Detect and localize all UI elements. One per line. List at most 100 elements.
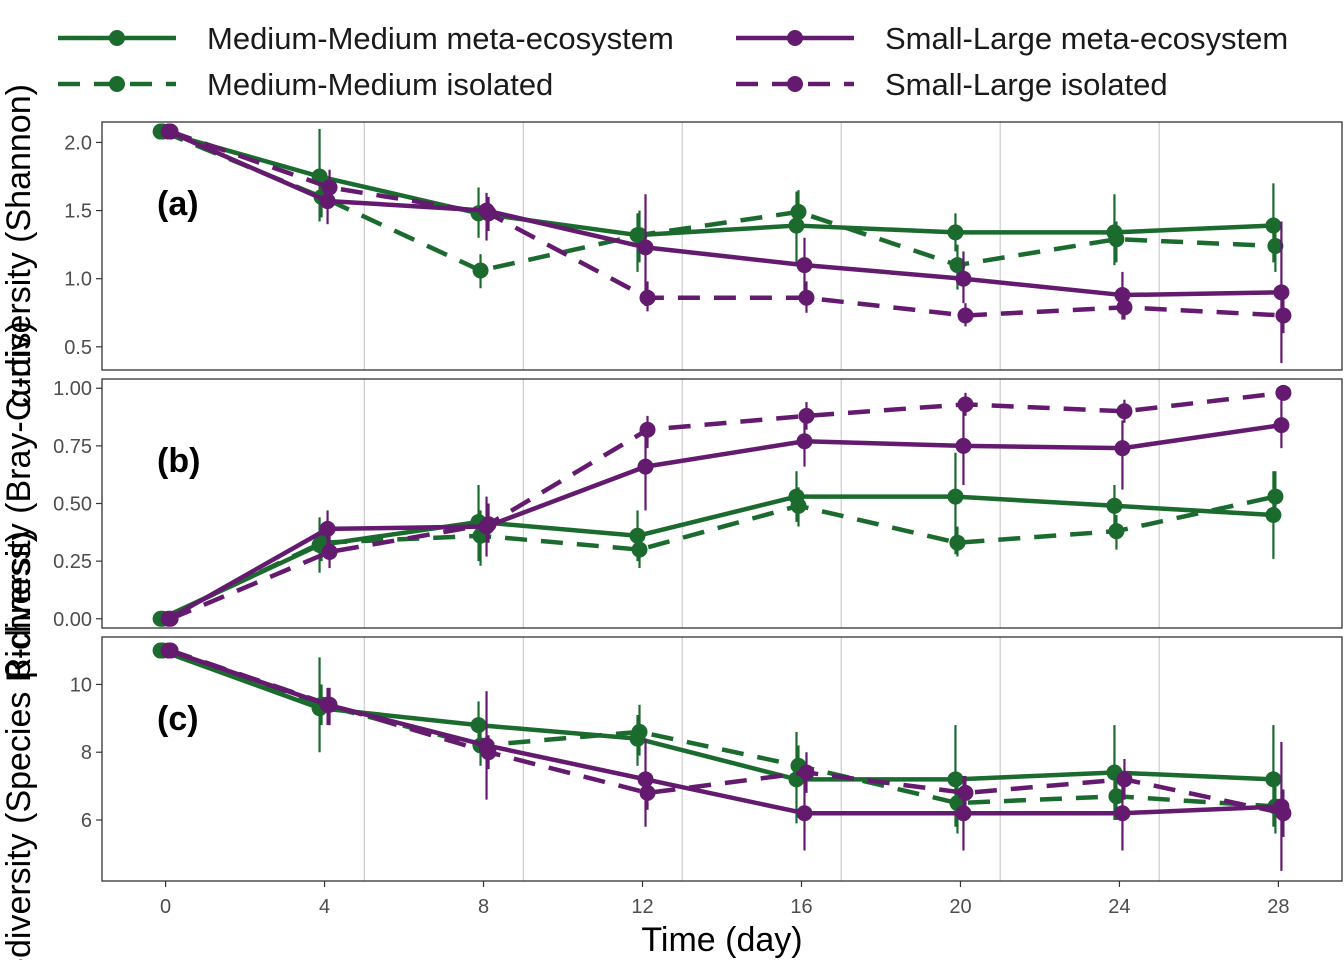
series-line <box>169 390 1284 621</box>
series-line <box>159 129 1274 238</box>
data-point <box>949 257 966 274</box>
y-tick-label: 10 <box>70 674 92 696</box>
y-tick-label: 0.5 <box>64 337 92 359</box>
data-point <box>790 497 807 514</box>
legend-label-sl-iso: Small-Large isolated <box>885 67 1168 102</box>
data-point <box>1275 805 1292 822</box>
data-point <box>957 396 974 413</box>
y-tick-label: 6 <box>81 810 92 832</box>
data-point <box>1267 238 1284 254</box>
x-tick-label: 0 <box>160 896 171 918</box>
panel-label: (a) <box>157 185 199 223</box>
data-point <box>796 805 813 822</box>
y-tick-label: 0.50 <box>53 494 92 516</box>
x-tick-label: 12 <box>631 896 653 918</box>
chart-panels: 0.5 1.0 1.5 2.0 (a) 0.00 0.25 0.50 0.75 1.00 (b) 6 8… <box>53 121 1343 918</box>
series-line <box>161 494 1276 621</box>
data-point <box>1265 217 1282 234</box>
data-point <box>798 764 815 781</box>
data-point <box>321 179 338 196</box>
data-point <box>947 771 964 788</box>
y-tick-label: 1.0 <box>64 269 92 291</box>
panel-a: 0.5 1.0 1.5 2.0 (a) <box>64 121 1343 371</box>
data-point <box>796 257 813 274</box>
data-point <box>1106 497 1123 514</box>
data-point <box>631 723 648 740</box>
y-tick-label: 0.00 <box>53 609 92 631</box>
panel-frame <box>101 121 1343 371</box>
data-point <box>955 270 972 287</box>
panel-frame <box>101 636 1343 882</box>
data-point <box>480 205 497 222</box>
x-axis-title: Time (day) <box>641 921 802 959</box>
data-point <box>480 744 497 761</box>
legend-entry-mm-meta: Medium-Medium meta-ecosystem <box>58 21 674 56</box>
y-tick-label: 0.25 <box>53 551 92 573</box>
series-sl-iso <box>162 384 1292 627</box>
data-point <box>1114 805 1131 822</box>
data-point <box>1116 771 1133 788</box>
data-point <box>1267 488 1284 505</box>
y-axis-title-b: β-diversity (Bray-Curtis) <box>0 321 38 679</box>
data-point <box>162 123 179 140</box>
series-line <box>161 129 1276 273</box>
panel-frame <box>101 378 1343 629</box>
y-axis-titles: α-diversity (Shannon)β-diversity (Bray-C… <box>0 84 38 960</box>
data-point <box>480 516 497 533</box>
y-tick-label: 0.75 <box>53 436 92 458</box>
data-point <box>957 784 974 801</box>
data-point <box>1114 440 1131 457</box>
series-group <box>152 642 1292 871</box>
data-point <box>788 217 805 234</box>
data-point <box>796 433 813 450</box>
series-line <box>167 129 1282 298</box>
data-point <box>639 421 656 438</box>
y-tick-label: 1.5 <box>64 201 92 223</box>
legend-marker-mm-iso <box>109 76 125 92</box>
data-point <box>790 203 807 220</box>
legend-marker-sl-meta <box>787 30 803 46</box>
data-point <box>1116 299 1133 316</box>
data-point <box>629 527 646 544</box>
panel-label: (c) <box>157 700 199 738</box>
y-tick-label: 2.0 <box>64 132 92 154</box>
data-point <box>637 458 654 475</box>
data-point <box>631 541 648 558</box>
data-point <box>949 534 966 551</box>
x-tick-label: 20 <box>949 896 971 918</box>
data-point <box>319 193 336 210</box>
legend: Medium-Medium meta-ecosystem Medium-Mediu… <box>58 21 1288 102</box>
data-point <box>1265 771 1282 788</box>
y-axis-title-a: α-diversity (Shannon) <box>0 84 38 408</box>
legend-entry-mm-iso: Medium-Medium isolated <box>58 67 553 102</box>
legend-label-mm-meta: Medium-Medium meta-ecosystem <box>207 21 674 56</box>
data-point <box>1108 231 1125 248</box>
data-point <box>321 543 338 560</box>
panel-background <box>102 379 1342 628</box>
series-sl-iso <box>162 123 1292 334</box>
x-tick-label: 28 <box>1267 896 1289 918</box>
data-point <box>162 642 179 659</box>
data-point <box>1273 417 1290 434</box>
data-point <box>162 610 179 627</box>
data-point <box>1275 307 1292 324</box>
legend-label-sl-meta: Small-Large meta-ecosystem <box>885 21 1288 56</box>
data-point <box>955 805 972 822</box>
data-point <box>637 239 654 256</box>
data-point <box>798 289 815 306</box>
x-tick-label: 8 <box>478 896 489 918</box>
data-point <box>639 784 656 801</box>
x-tick-label: 4 <box>319 896 330 918</box>
series-sl-iso <box>162 642 1292 837</box>
legend-marker-sl-iso <box>787 76 803 92</box>
y-axis-title-c: α-diversity (Species Richness) <box>0 531 38 960</box>
data-point <box>637 771 654 788</box>
data-point <box>947 224 964 241</box>
data-point <box>955 437 972 454</box>
data-point <box>319 520 336 537</box>
data-point <box>798 407 815 424</box>
panel-c: 6 8 10 (c) 0 4 8 12 16 20 24 28 <box>70 636 1343 918</box>
data-point <box>472 262 489 279</box>
series-line <box>167 422 1282 621</box>
